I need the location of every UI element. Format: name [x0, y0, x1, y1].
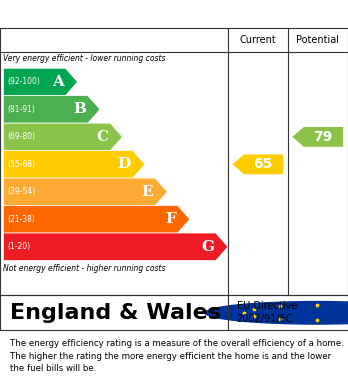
Text: (21-38): (21-38) [7, 215, 35, 224]
Text: England & Wales: England & Wales [10, 303, 221, 323]
Text: E: E [142, 185, 153, 199]
Text: 65: 65 [253, 157, 272, 171]
Text: (81-91): (81-91) [7, 105, 35, 114]
Circle shape [205, 301, 348, 324]
Text: C: C [96, 130, 109, 144]
Text: A: A [52, 75, 64, 89]
Text: (55-68): (55-68) [7, 160, 35, 169]
Text: Potential: Potential [296, 35, 339, 45]
Text: The energy efficiency rating is a measure of the overall efficiency of a home. T: The energy efficiency rating is a measur… [10, 339, 344, 373]
Polygon shape [3, 68, 78, 96]
Text: D: D [118, 157, 131, 171]
Polygon shape [292, 127, 343, 147]
Polygon shape [3, 206, 190, 233]
Text: B: B [73, 102, 86, 117]
Text: 79: 79 [313, 130, 332, 144]
Text: (39-54): (39-54) [7, 187, 35, 196]
Polygon shape [3, 123, 122, 151]
Text: Not energy efficient - higher running costs: Not energy efficient - higher running co… [3, 264, 166, 273]
Text: Very energy efficient - lower running costs: Very energy efficient - lower running co… [3, 54, 166, 63]
Text: (69-80): (69-80) [7, 133, 35, 142]
Polygon shape [3, 233, 228, 260]
Polygon shape [232, 154, 283, 174]
Text: EU Directive
2002/91/EC: EU Directive 2002/91/EC [237, 301, 297, 325]
Text: F: F [165, 212, 176, 226]
Text: Current: Current [239, 35, 276, 45]
Text: (92-100): (92-100) [7, 77, 40, 86]
Polygon shape [3, 178, 167, 206]
Text: Energy Efficiency Rating: Energy Efficiency Rating [10, 5, 239, 23]
Polygon shape [3, 96, 100, 123]
Text: (1-20): (1-20) [7, 242, 30, 251]
Polygon shape [3, 151, 145, 178]
Text: G: G [201, 240, 214, 254]
